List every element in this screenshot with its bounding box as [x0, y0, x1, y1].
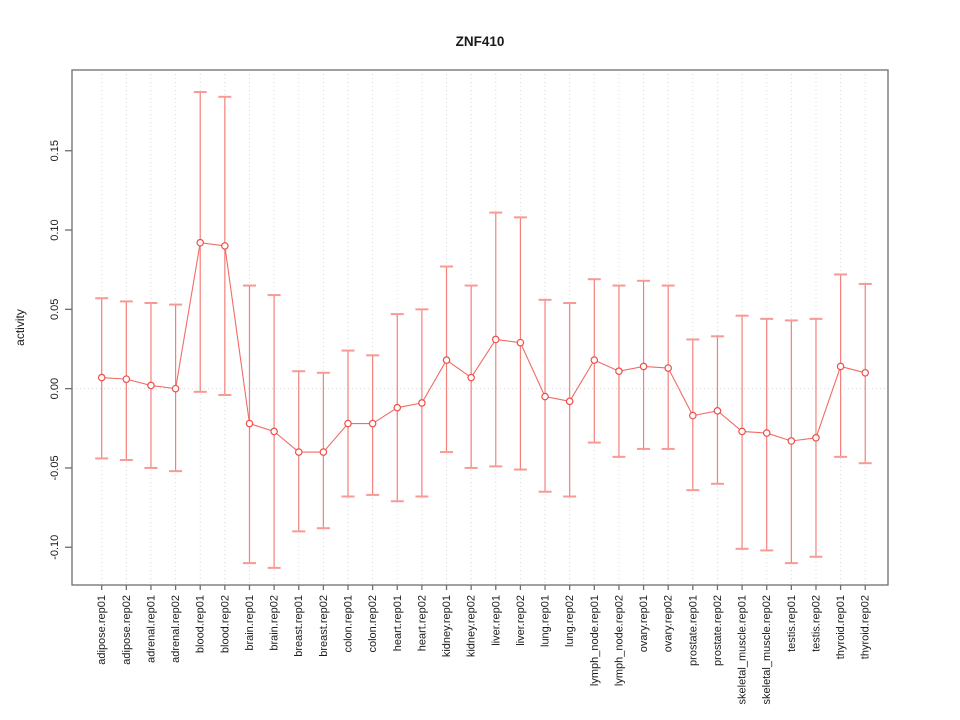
- chart-title: ZNF410: [456, 34, 505, 49]
- x-tick-label: thyroid.rep01: [835, 595, 847, 659]
- data-point: [738, 427, 746, 436]
- x-tick-label: liver.rep02: [515, 595, 527, 646]
- x-tick-label: brain.rep01: [244, 595, 256, 651]
- data-point: [97, 373, 106, 382]
- data-point: [319, 448, 328, 456]
- y-tick-label: 0.00: [49, 378, 61, 399]
- data-point: [221, 242, 229, 250]
- x-tick-label: breast.rep02: [318, 595, 330, 657]
- x-tick-label: lymph_node.rep02: [613, 595, 625, 686]
- data-point: [713, 407, 722, 415]
- x-tick-label: colon.rep02: [367, 595, 379, 653]
- data-point: [812, 434, 820, 442]
- data-point: [762, 429, 771, 437]
- data-point: [147, 381, 155, 390]
- data-point: [664, 364, 672, 372]
- x-tick-label: adrenal.rep02: [170, 595, 182, 663]
- data-point: [590, 356, 599, 364]
- x-tick-label: thyroid.rep02: [860, 595, 872, 659]
- x-tick-label: heart.rep01: [392, 595, 404, 651]
- data-point: [196, 238, 205, 247]
- x-tick-label: prostate.rep02: [712, 595, 724, 666]
- x-tick-label: skeletal_muscle.rep01: [737, 595, 749, 704]
- y-tick-label: -0.05: [49, 455, 61, 480]
- x-tick-label: breast.rep01: [293, 595, 305, 657]
- x-tick-label: blood.rep01: [195, 595, 207, 653]
- x-tick-label: ovary.rep01: [638, 595, 650, 652]
- x-tick-label: lung.rep01: [540, 595, 552, 647]
- y-tick-label: 0.10: [49, 219, 61, 240]
- data-point: [615, 367, 623, 375]
- data-point: [171, 384, 180, 393]
- y-axis-label: activity: [13, 309, 27, 346]
- axes: 0.15 0.10 0.05 0.00 -0.05 -0.10 adipose.rep01 a…: [49, 140, 872, 704]
- data-point: [122, 375, 131, 383]
- data-point: [344, 419, 352, 428]
- data-point: [787, 437, 796, 445]
- x-tick-label: ovary.rep02: [663, 595, 675, 652]
- x-tick-label: testis.rep01: [786, 595, 798, 652]
- data-point: [689, 411, 697, 420]
- data-point: [270, 427, 278, 436]
- x-tick-label: lymph_node.rep01: [589, 595, 601, 686]
- x-tick-label: skeletal_muscle.rep02: [761, 595, 773, 704]
- data-point: [565, 397, 574, 406]
- y-tick-label: 0.05: [49, 299, 61, 320]
- x-tick-label: kidney.rep02: [466, 595, 478, 657]
- grid: [72, 70, 888, 585]
- x-tick-label: adipose.rep02: [121, 595, 133, 665]
- x-tick-label: brain.rep02: [269, 595, 281, 651]
- data-point: [516, 338, 525, 347]
- data-point: [294, 448, 303, 456]
- x-tick-label: kidney.rep01: [441, 595, 453, 657]
- x-tick-label: adrenal.rep01: [145, 595, 157, 663]
- x-tick-label: prostate.rep01: [687, 595, 699, 666]
- x-tick-label: liver.rep01: [490, 595, 502, 646]
- x-tick-label: adipose.rep01: [96, 595, 108, 665]
- x-tick-label: heart.rep02: [416, 595, 428, 651]
- series-line: [101, 242, 866, 453]
- series: [95, 91, 872, 569]
- data-point: [418, 399, 426, 407]
- data-point: [245, 419, 254, 428]
- x-tick-label: testis.rep02: [810, 595, 822, 652]
- data-point: [368, 419, 377, 428]
- plot-frame: [71, 69, 889, 586]
- x-tick-label: colon.rep01: [343, 595, 355, 653]
- data-point: [836, 362, 845, 371]
- y-tick-label: 0.15: [49, 140, 61, 161]
- data-point: [491, 335, 500, 344]
- data-point: [442, 356, 451, 364]
- data-point: [393, 403, 402, 412]
- data-point: [861, 368, 870, 377]
- data-point: [639, 362, 648, 371]
- y-tick-label: -0.10: [49, 535, 61, 560]
- data-point: [467, 373, 475, 382]
- x-tick-label: lung.rep02: [564, 595, 576, 647]
- data-point: [541, 392, 549, 401]
- x-tick-label: blood.rep02: [219, 595, 231, 653]
